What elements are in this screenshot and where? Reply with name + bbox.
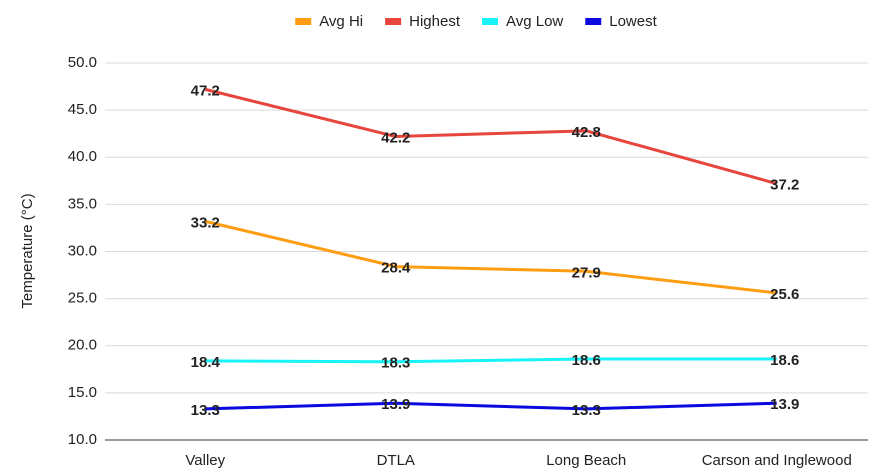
data-label: 18.6	[770, 352, 799, 369]
y-tick-label: 25.0	[68, 290, 97, 307]
data-label: 18.6	[572, 352, 601, 369]
y-tick-label: 15.0	[68, 384, 97, 401]
legend-label: Avg Low	[506, 13, 563, 30]
data-label: 47.2	[191, 82, 220, 99]
legend-swatch	[481, 18, 498, 25]
legend-swatch	[385, 18, 402, 25]
y-tick-label: 20.0	[68, 337, 97, 354]
data-label: 13.3	[572, 402, 601, 419]
series-line	[204, 87, 778, 186]
data-label: 18.3	[381, 355, 410, 372]
series-line	[205, 401, 777, 411]
legend-label: Lowest	[609, 13, 657, 30]
y-tick-label: 30.0	[68, 242, 97, 259]
y-tick-label: 10.0	[68, 431, 97, 448]
y-tick-label: 50.0	[68, 54, 97, 71]
series-line	[205, 357, 777, 364]
y-tick-label: 35.0	[68, 195, 97, 212]
data-label: 25.6	[770, 286, 799, 303]
y-tick-label: 45.0	[68, 101, 97, 118]
y-axis-title: Temperature (°C)	[19, 193, 36, 308]
legend-label: Highest	[409, 13, 461, 30]
data-label: 13.3	[191, 402, 220, 419]
data-label: 13.9	[381, 396, 410, 413]
x-tick-label: Long Beach	[546, 452, 626, 469]
x-tick-label: Carson and Inglewood	[702, 452, 852, 469]
data-label: 13.9	[770, 396, 799, 413]
legend-swatch	[585, 18, 602, 25]
data-label: 27.9	[572, 264, 601, 281]
data-label: 37.2	[770, 177, 799, 194]
data-label: 42.8	[572, 124, 601, 141]
data-label: 42.2	[381, 129, 410, 146]
legend-swatch	[295, 18, 312, 25]
x-tick-label: DTLA	[377, 452, 415, 469]
data-label: 18.4	[191, 354, 221, 371]
data-label: 28.4	[381, 260, 411, 277]
series-line	[204, 219, 777, 295]
data-label: 33.2	[191, 214, 220, 231]
x-tick-label: Valley	[185, 452, 225, 469]
y-tick-label: 40.0	[68, 148, 97, 165]
legend-label: Avg Hi	[319, 13, 363, 30]
